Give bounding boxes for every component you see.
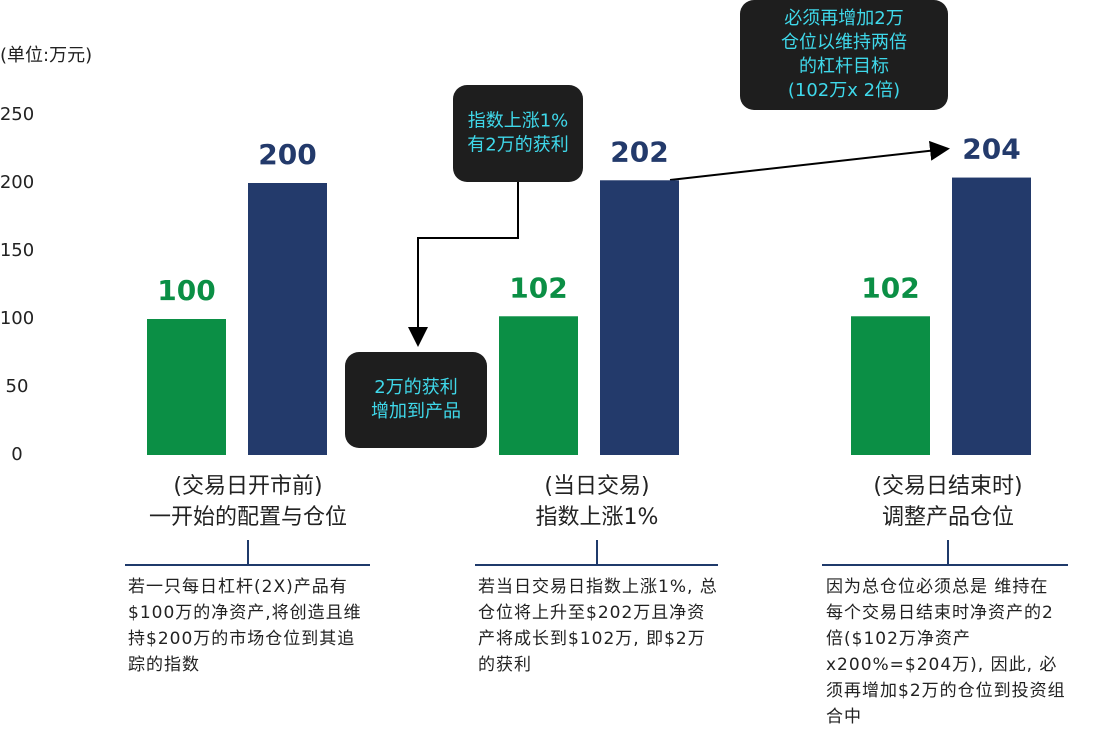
annotation-text: 的杠杆目标	[799, 56, 889, 77]
bar	[147, 319, 226, 455]
category-label: (交易日开市前)	[173, 474, 322, 499]
annotation-box	[740, 0, 948, 110]
bar	[600, 180, 679, 455]
annotation-text: 指数上涨1%	[468, 111, 569, 132]
note: 若一只每日杠杆(2X)产品有$100万的净资产,将创造且维持$200万的市场仓位…	[128, 577, 362, 675]
brackets	[125, 540, 1068, 566]
annotation-text: 有2万的获利	[467, 135, 568, 156]
category-label: (当日交易)	[544, 474, 649, 499]
y-tick-label: 50	[6, 376, 29, 397]
annotation-text: 增加到产品	[371, 401, 461, 422]
bar	[952, 177, 1031, 455]
arrow	[408, 182, 519, 347]
value-label: 202	[610, 135, 668, 168]
annotation-text: 2万的获利	[374, 377, 457, 398]
category-label: 一开始的配置与仓位	[149, 505, 347, 530]
annotation-text: (102万x 2倍)	[788, 80, 900, 101]
category-label: 指数上涨1%	[536, 505, 659, 530]
note: 因为总仓位必须总是 维持在每个交易日结束时净资产的2倍($102万净资产x200…	[826, 577, 1066, 727]
note: 若当日交易日指数上涨1%, 总仓位将上升至$202万且净资产将成长到$102万,…	[478, 577, 718, 675]
annotation-text: 仓位以维持两倍	[781, 32, 907, 53]
value-label: 204	[962, 133, 1020, 166]
annotation-box	[345, 352, 487, 448]
value-label: 102	[509, 271, 567, 304]
bar	[851, 316, 930, 455]
y-tick-label: 250	[0, 104, 34, 125]
y-tick-label: 100	[0, 308, 34, 329]
y-tick-label: 150	[0, 240, 34, 261]
y-tick-label: 200	[0, 172, 34, 193]
bar	[248, 183, 327, 455]
annotation-text: 必须再增加2万	[784, 8, 903, 29]
category-label: (交易日结束时)	[873, 474, 1022, 499]
y-tick-label: 0	[11, 444, 22, 465]
annotation-box	[453, 85, 583, 182]
value-label: 200	[258, 138, 316, 171]
value-label: 100	[157, 274, 215, 307]
category-label: 调整产品仓位	[882, 505, 1014, 530]
arrow	[669, 140, 950, 181]
bar	[499, 316, 578, 455]
y-axis-label: (单位:万元)	[0, 45, 92, 66]
value-label: 102	[861, 271, 919, 304]
